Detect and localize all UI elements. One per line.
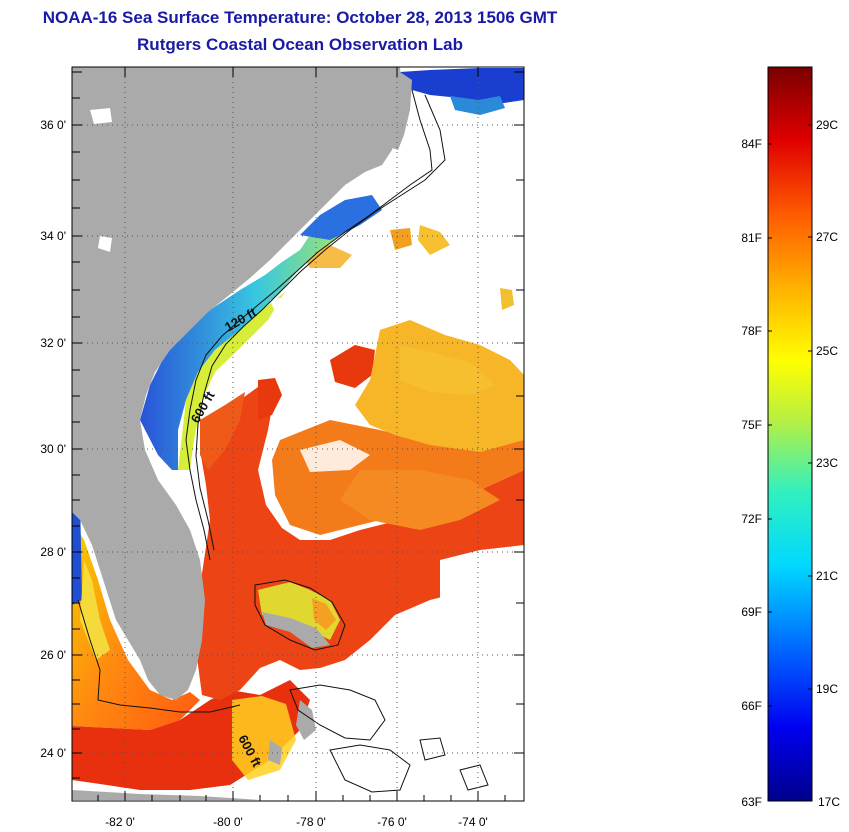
lon-label-82: -82 0' [105,815,135,829]
map-grid [72,67,524,801]
lon-label-74: -74 0' [458,815,488,829]
colorbar-f-label: 72F [741,512,762,526]
lon-label-78: -78 0' [296,815,326,829]
colorbar-f-label: 63F [741,795,762,809]
land-mask [72,67,412,800]
colorbar-ticks [768,124,812,707]
lat-label-32: 32 0' [40,336,66,350]
lat-label-28: 28 0' [40,545,66,559]
lat-label-26: 26 0' [40,648,66,662]
longitude-labels: -82 0' -80 0' -78 0' -76 0' -74 0' [105,815,488,829]
map-frame [71,66,525,802]
colorbar-f-label: 81F [741,231,762,245]
map-panel [72,67,524,801]
map-title: NOAA-16 Sea Surface Temperature: October… [42,8,558,27]
lon-label-80: -80 0' [213,815,243,829]
lat-label-30: 30 0' [40,442,66,456]
colorbar-c-label: 29C [816,118,838,132]
colorbar-c-label: 19C [816,682,838,696]
lat-label-34: 34 0' [40,229,66,243]
temperature-colorbar: 84F 81F 78F 75F 72F 69F 66F 63F 29C 27C … [741,66,840,809]
latitude-labels: 36 0' 34 0' 32 0' 30 0' 28 0' 26 0' 24 0… [40,118,66,760]
colorbar-f-label: 69F [741,605,762,619]
lat-label-24: 24 0' [40,746,66,760]
colorbar-f-label: 66F [741,699,762,713]
bathymetry-contours [77,89,489,793]
colorbar-f-label: 78F [741,324,762,338]
lon-label-76: -76 0' [377,815,407,829]
colorbar-f-label: 84F [741,137,762,151]
cloud-patches [90,108,524,625]
axis-ticks [72,67,524,801]
lat-label-36: 36 0' [40,118,66,132]
colorbar-f-label: 75F [741,418,762,432]
colorbar-c-label: 23C [816,456,838,470]
colorbar-gradient [767,66,813,802]
colorbar-c-label: 27C [816,230,838,244]
colorbar-c-label: 25C [816,344,838,358]
colorbar-c-label: 17C [818,795,840,809]
map-subtitle: Rutgers Coastal Ocean Observation Lab [137,35,463,54]
colorbar-c-label: 21C [816,569,838,583]
